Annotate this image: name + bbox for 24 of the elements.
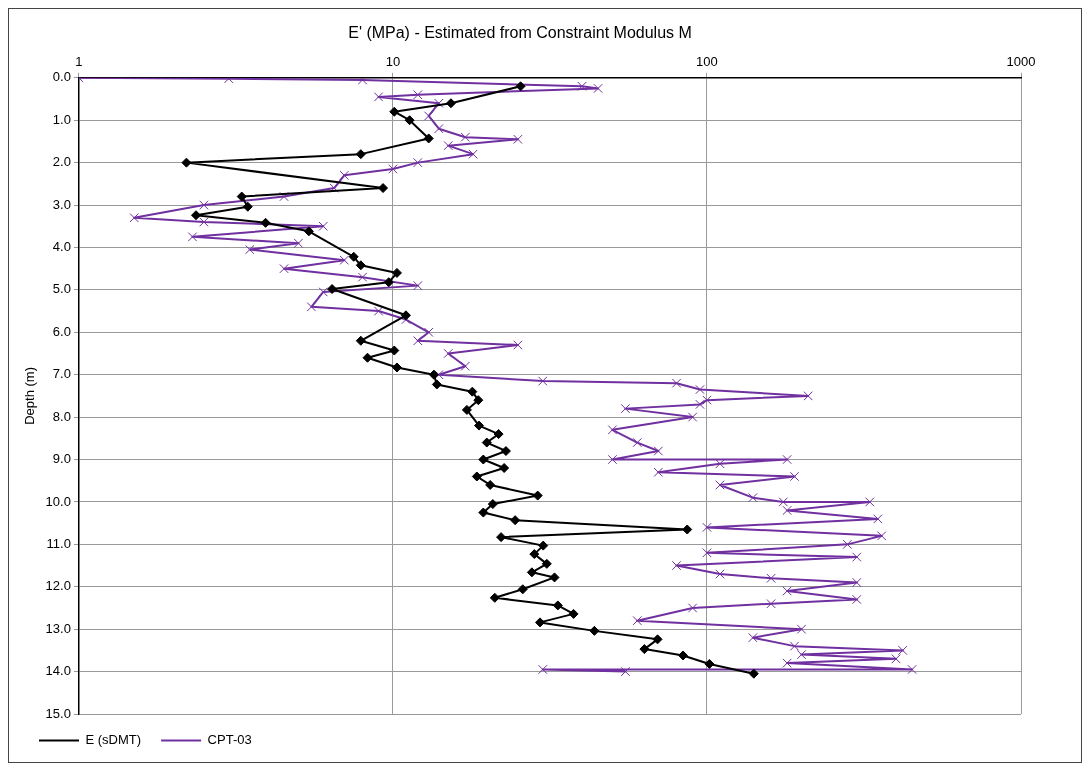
y-tick-label: 8.0 (52, 408, 71, 424)
chart-title: E' (MPa) - Estimated from Constraint Modulus M (348, 24, 692, 42)
y-tick-label: 11.0 (46, 535, 71, 551)
y-tick-label: 0.0 (52, 69, 71, 85)
x-tick-label: 1 (75, 53, 83, 69)
y-tick-label: 7.0 (52, 366, 71, 382)
y-tick-label: 3.0 (52, 196, 71, 212)
y-tick-label: 10.0 (45, 493, 71, 509)
x-tick-label: 10 (385, 53, 401, 69)
y-tick-label: 1.0 (52, 111, 71, 127)
y-tick-label: 12.0 (45, 578, 71, 594)
y-tick-label: 4.0 (52, 239, 71, 255)
y-tick-label: 15.0 (45, 705, 71, 721)
y-axis-title: Depth (m) (22, 367, 38, 425)
y-tick-label: 6.0 (52, 323, 71, 339)
legend-label: E (sDMT) (85, 732, 142, 748)
y-tick-label: 5.0 (52, 281, 71, 297)
legend-label: CPT-03 (207, 732, 252, 748)
y-tick-label: 9.0 (52, 451, 71, 467)
x-tick-label: 100 (696, 53, 718, 69)
y-tick-label: 13.0 (45, 620, 71, 636)
y-tick-label: 2.0 (52, 154, 71, 170)
y-tick-label: 14.0 (45, 663, 71, 679)
x-tick-label: 1000 (1006, 53, 1036, 69)
